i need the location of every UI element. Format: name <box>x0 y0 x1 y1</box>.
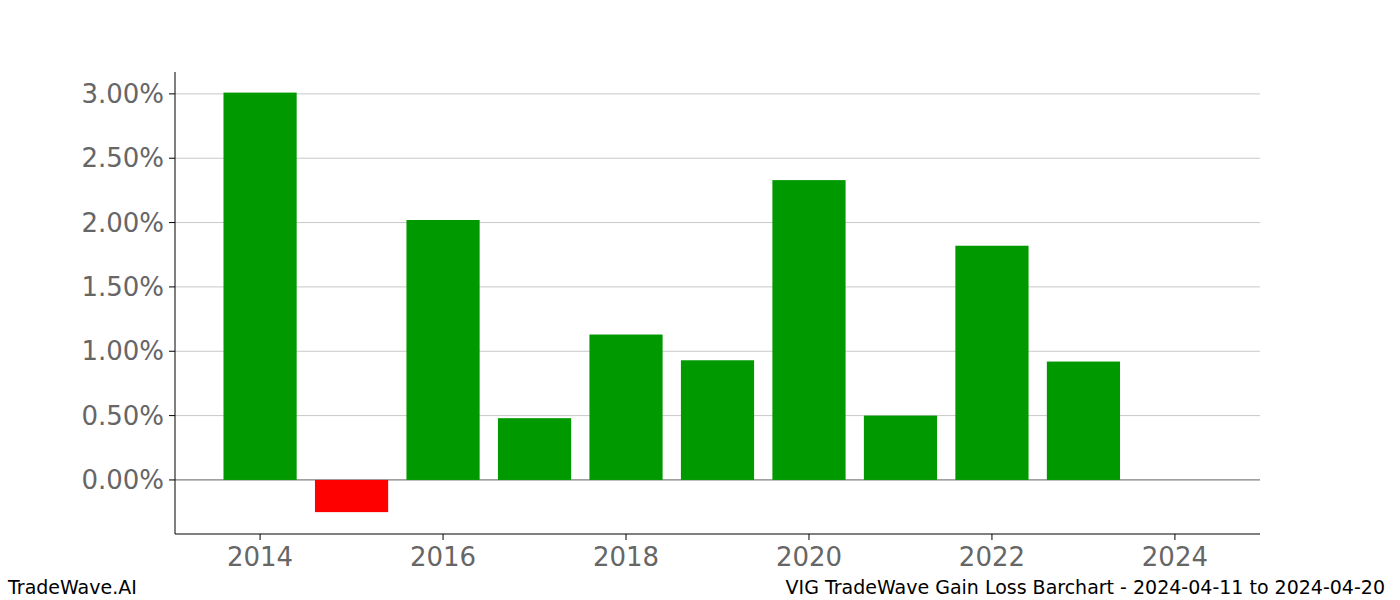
x-axis-line <box>175 534 1260 535</box>
x-tick <box>260 534 261 540</box>
bars <box>223 93 1120 513</box>
bar <box>864 416 937 480</box>
grid-line <box>175 351 1260 352</box>
y-tick-label: 0.00% <box>81 465 164 495</box>
bar <box>955 246 1028 480</box>
y-axis-line <box>175 72 176 534</box>
title: VIG TradeWave Gain Loss Barchart - 2024-… <box>786 576 1385 598</box>
x-tick <box>808 534 809 540</box>
bar <box>589 335 662 480</box>
x-tick-label: 2024 <box>1142 542 1208 572</box>
x-tick-label: 2014 <box>227 542 293 572</box>
y-tick-label: 2.00% <box>81 208 164 238</box>
y-tick <box>169 222 175 223</box>
y-tick <box>169 158 175 159</box>
grid-line <box>175 222 1260 223</box>
bar <box>406 220 479 480</box>
bar <box>315 480 388 512</box>
bar <box>1047 362 1120 480</box>
x-tick <box>991 534 992 540</box>
bar <box>223 93 296 480</box>
x-tick-label: 2020 <box>776 542 842 572</box>
y-tick <box>169 351 175 352</box>
y-tick-label: 2.50% <box>81 143 164 173</box>
x-tick <box>443 534 444 540</box>
x-tick <box>1174 534 1175 540</box>
x-tick <box>626 534 627 540</box>
x-tick-label: 2022 <box>959 542 1025 572</box>
x-tick-label: 2018 <box>593 542 659 572</box>
bar <box>772 180 845 480</box>
y-tick-label: 3.00% <box>81 79 164 109</box>
y-tick <box>169 415 175 416</box>
annotation: TradeWave.AI <box>7 576 137 598</box>
y-tick <box>169 479 175 480</box>
grid-line <box>175 93 1260 94</box>
chart: 0.00% 0.50% 1.00% 1.50% 2.00% 2.50% 3.00% 2014 2… <box>0 0 1400 600</box>
y-tick <box>169 286 175 287</box>
y-tick <box>169 93 175 94</box>
x-tick-label: 2016 <box>410 542 476 572</box>
grid-line <box>175 286 1260 287</box>
bar <box>498 418 571 480</box>
y-tick-label: 1.00% <box>81 336 164 366</box>
y-tick-label: 1.50% <box>81 272 164 302</box>
bar <box>681 360 754 480</box>
y-tick-label: 0.50% <box>81 401 164 431</box>
grid-line <box>175 158 1260 159</box>
